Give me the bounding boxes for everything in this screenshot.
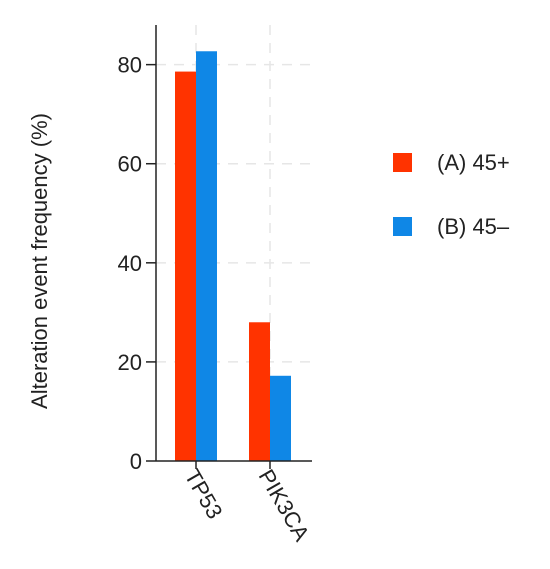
y-tick-label: 40 [118,251,142,276]
bar [196,51,217,461]
y-axis-title: Alteration event frequency (%) [27,113,52,409]
bar [175,71,196,461]
y-tick-label: 80 [118,53,142,78]
bar [270,375,291,461]
x-ticks: TP53 PIK3CA [180,461,315,546]
legend-label: (B) 45– [437,214,510,239]
x-tick-label: PIK3CA [254,465,315,546]
legend-swatch [393,153,412,172]
y-tick-label: 60 [118,152,142,177]
y-tick-label: 20 [118,350,142,375]
y-ticks: 0 20 40 60 80 [118,53,156,474]
legend-swatch [393,217,412,236]
bar [249,322,270,461]
x-tick-label: TP53 [180,465,228,523]
bars [175,51,291,461]
y-tick-label: 0 [130,449,142,474]
axes [155,25,312,462]
legend-label: (A) 45+ [437,150,510,175]
legend: (A) 45+ (B) 45– [393,150,510,239]
